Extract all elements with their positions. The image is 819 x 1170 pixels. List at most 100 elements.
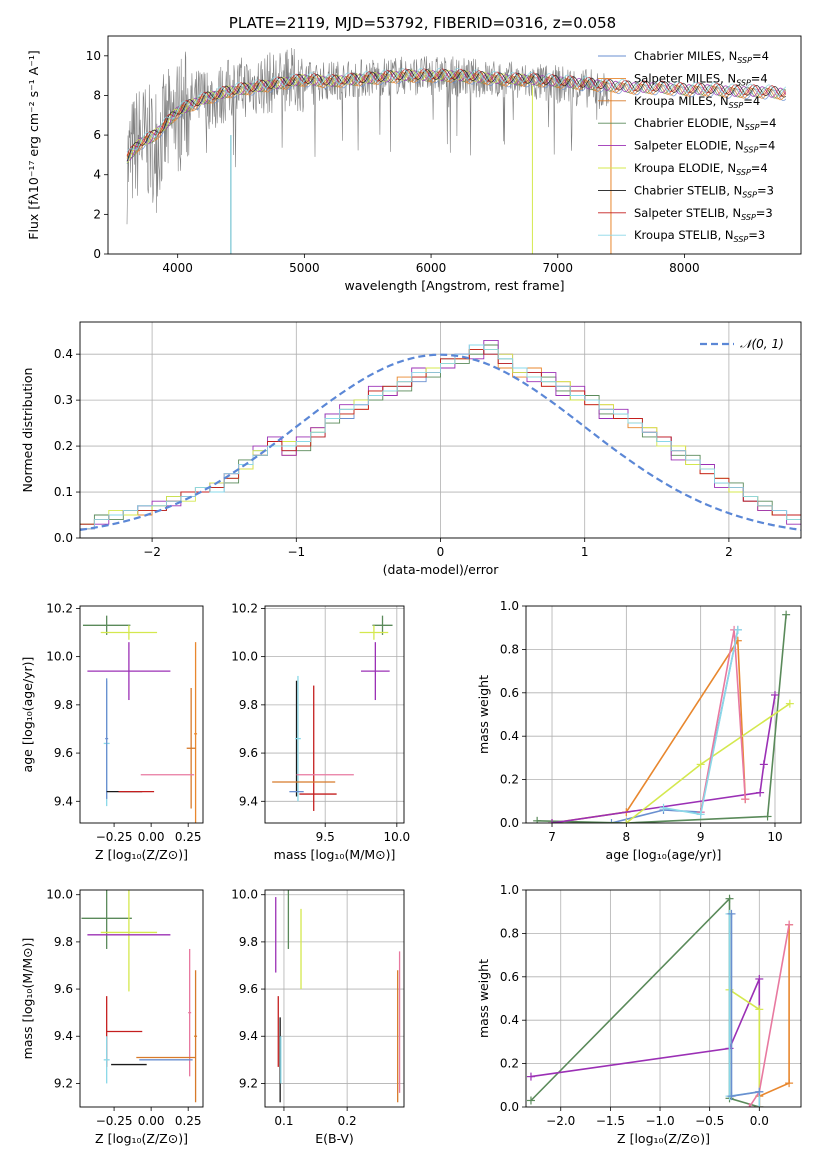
plus-marker	[755, 1087, 764, 1096]
legend-entry: Kroupa STELIB, NSSP=3	[634, 228, 765, 244]
x-tick-label: 9.5	[316, 830, 335, 844]
y-tick-label: 9.4	[239, 1029, 258, 1043]
x-tick-label: 0	[437, 545, 445, 559]
x-tick-label: 10	[767, 830, 782, 844]
legend-suffix: =3	[756, 206, 773, 220]
errorbar-point	[87, 642, 171, 701]
plus-marker	[755, 1103, 764, 1107]
plot-area	[265, 606, 404, 823]
legend-subscript: SSP	[734, 235, 749, 244]
y-axis-label: mass weight	[476, 675, 491, 754]
plus-marker	[725, 894, 734, 903]
plus-marker	[745, 1103, 754, 1107]
y-tick-label: 9.2	[54, 1076, 73, 1090]
y-tick-label: 0.8	[500, 642, 519, 656]
plus-marker	[526, 1096, 535, 1105]
errorbar-point	[82, 615, 131, 635]
legend-suffix: =4	[751, 161, 768, 175]
y-tick-label: 0.3	[54, 393, 73, 407]
y-tick-label: 0.4	[500, 729, 519, 743]
panel-mass_vs_ebv: 0.1 0.2 9.2 9.4 9.6 9.8 10.0 E(B-V)	[231, 888, 405, 1146]
errorbar-point	[359, 625, 389, 640]
y-tick-label: 2	[93, 207, 101, 221]
y-tick-label: 6	[93, 128, 101, 142]
x-tick-label: 7000	[542, 261, 573, 275]
legend-entry: Chabrier ELODIE, NSSP=4	[634, 116, 776, 132]
legend-entry: Chabrier STELIB, NSSP=3	[634, 183, 774, 199]
y-tick-label: 9.6	[54, 982, 73, 996]
x-axis-label: Z [log₁₀(Z/Z⊙)]	[95, 1131, 188, 1146]
weight-series-line	[537, 614, 787, 823]
legend-label: Salpeter ELODIE, N	[634, 139, 744, 153]
x-tick-label: 4000	[162, 261, 193, 275]
legend-label: Kroupa MILES, N	[634, 94, 729, 108]
x-tick-label: 9	[697, 830, 705, 844]
axes-frame	[525, 889, 802, 1108]
legend-entry: Kroupa MILES, NSSP=4	[634, 94, 760, 110]
y-tick-label: 0.4	[54, 347, 73, 361]
legend-label: Chabrier STELIB, N	[634, 183, 742, 197]
y-tick-label: 0.8	[500, 926, 519, 940]
plot-area	[526, 890, 801, 1107]
plus-marker	[607, 819, 616, 823]
plus-marker	[659, 803, 668, 812]
legend-subscript: SSP	[744, 146, 759, 155]
errorbar-point	[295, 675, 301, 802]
y-tick-label: 9.6	[239, 746, 258, 760]
plot-area	[265, 890, 404, 1107]
panel-weight_vs_Z: −2.0 −1.5 −1.0 −0.5 0.0 0.0 0.2 0.4 0.6 0.8 1.0 Z […	[476, 883, 802, 1146]
y-tick-label: 1.0	[500, 883, 519, 897]
x-axis-label: age [log₁₀(age/yr)]	[606, 847, 722, 862]
plus-marker	[727, 1092, 736, 1101]
model-spectrum-line	[126, 67, 787, 153]
axes-frame	[79, 889, 204, 1108]
x-axis-label: Z [log₁₀(Z/Z⊙)]	[617, 1131, 710, 1146]
y-tick-label: 0	[93, 247, 101, 261]
x-tick-label: 0.00	[138, 830, 165, 844]
legend-entry: Chabrier MILES, NSSP=4	[634, 49, 769, 65]
x-tick-label: 0.0	[750, 1114, 769, 1128]
x-tick-label: −2.0	[546, 1114, 575, 1128]
errorbar-point	[372, 615, 393, 635]
y-tick-label: 1.0	[500, 599, 519, 613]
y-tick-label: 0.0	[54, 531, 73, 545]
y-axis-label: age [log₁₀(age/yr)]	[20, 657, 35, 773]
plus-marker	[727, 909, 736, 918]
axes-frame	[107, 35, 802, 255]
y-tick-label: 0.0	[500, 816, 519, 830]
y-axis-label: mass weight	[476, 959, 491, 1038]
legend-label: Kroupa STELIB, N	[634, 228, 734, 242]
model-spectrum-line	[126, 68, 787, 157]
x-tick-label: −1.5	[596, 1114, 625, 1128]
errorbar-point	[188, 948, 192, 1077]
plus-marker	[785, 920, 794, 929]
plus-marker	[756, 788, 765, 797]
legend-label: Salpeter MILES, N	[634, 71, 736, 85]
model-spectrum-line	[126, 71, 787, 156]
legend-entry: Salpeter ELODIE, NSSP=4	[634, 139, 775, 155]
plus-marker	[759, 760, 768, 769]
axes-frame	[79, 605, 204, 824]
legend-label: Chabrier MILES, N	[634, 49, 737, 63]
plus-marker	[782, 610, 791, 619]
weight-series-line	[748, 924, 790, 1107]
plus-marker	[696, 760, 705, 769]
y-tick-label: 0.6	[500, 686, 519, 700]
x-axis-label: E(B-V)	[315, 1131, 354, 1146]
legend: 𝒩(0, 1)	[700, 337, 784, 351]
model-spectrum-line	[126, 69, 533, 164]
x-tick-label: 0.1	[274, 1114, 293, 1128]
y-tick-label: 9.4	[54, 1029, 73, 1043]
legend-subscript: SSP	[736, 78, 751, 87]
plus-marker	[763, 812, 772, 821]
legend-subscript: SSP	[736, 168, 751, 177]
model-spectrum-line	[126, 69, 787, 162]
legend-suffix: =3	[757, 183, 774, 197]
x-axis-label: wavelength [Angstrom, rest frame]	[344, 278, 564, 293]
x-tick-label: 0.25	[175, 830, 202, 844]
y-tick-label: 9.8	[54, 935, 73, 949]
plot-area	[82, 615, 198, 823]
plot-area	[81, 890, 198, 1103]
y-tick-label: 8	[93, 88, 101, 102]
